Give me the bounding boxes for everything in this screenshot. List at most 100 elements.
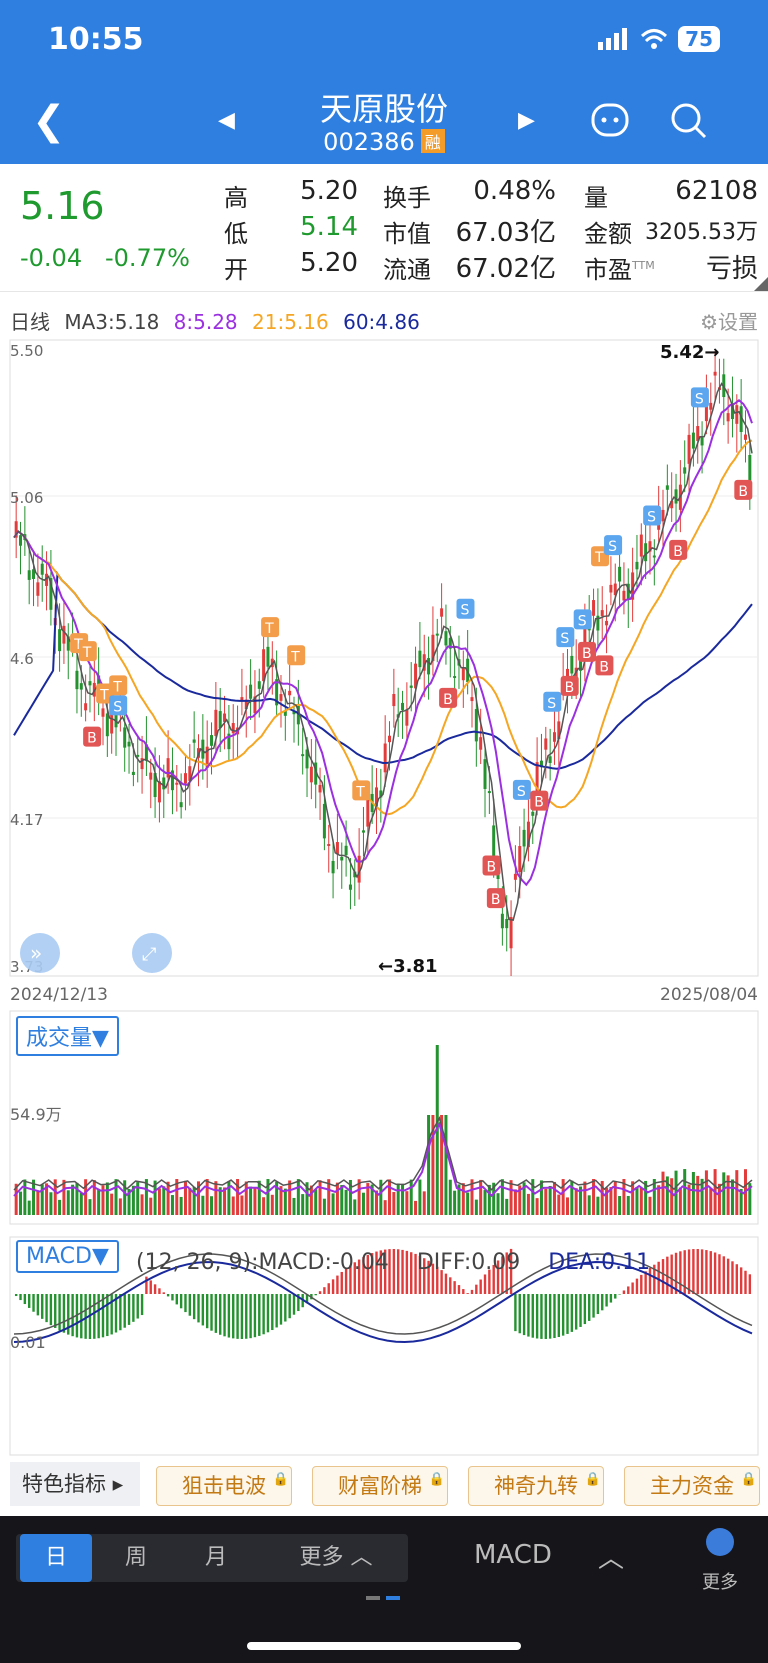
- signal-marker-label: B: [599, 659, 609, 675]
- volume-bar: [505, 1198, 509, 1215]
- macd-bar: [470, 1289, 474, 1294]
- next-stock-button[interactable]: ▶: [518, 108, 535, 133]
- tab-day[interactable]: 日: [20, 1534, 92, 1582]
- macd-bar: [553, 1294, 556, 1339]
- candle: [301, 754, 305, 757]
- tab-month[interactable]: 月: [204, 1545, 227, 1570]
- volume-bar: [388, 1179, 392, 1215]
- lock-icon: 🔒: [584, 1472, 601, 1487]
- feature-sniper-wave[interactable]: 狙击电波 🔒: [156, 1466, 292, 1506]
- tab-week[interactable]: 周: [124, 1545, 147, 1570]
- volume-bar: [136, 1182, 140, 1215]
- settings-label: 设置: [718, 310, 758, 334]
- price-change: -0.04 -0.77%: [20, 244, 190, 272]
- volume-bar: [639, 1187, 643, 1215]
- volume-bar: [570, 1180, 574, 1215]
- macd-bar: [631, 1282, 634, 1294]
- macd-bar: [670, 1254, 673, 1294]
- macd-bar: [583, 1294, 587, 1325]
- volume-bar: [331, 1193, 335, 1215]
- volume-bar: [75, 1182, 79, 1215]
- candle: [318, 784, 322, 793]
- macd-bar: [106, 1294, 109, 1337]
- end-date: 2025/08/04: [660, 985, 758, 1005]
- macd-indicator-select[interactable]: MACD▼: [16, 1240, 119, 1273]
- candle: [223, 713, 227, 722]
- feature-indicators-label[interactable]: 特色指标 ▸: [10, 1462, 140, 1506]
- pe-label-text: 市盈: [584, 256, 632, 284]
- volume-bar: [288, 1180, 292, 1215]
- volume-bar: [500, 1179, 504, 1215]
- back-button[interactable]: ❮: [32, 98, 66, 144]
- volume-bar: [244, 1181, 248, 1215]
- candle: [414, 663, 418, 689]
- volume-y-label: 54.9万: [10, 1105, 62, 1124]
- macd-bar: [622, 1290, 626, 1294]
- volume-bars: [14, 1045, 752, 1215]
- candle: [626, 583, 630, 600]
- macd-bar: [644, 1271, 647, 1294]
- macd-bar: [27, 1294, 31, 1308]
- candle: [292, 710, 296, 715]
- high-value: 5.20: [300, 176, 358, 206]
- candle: [535, 762, 539, 794]
- settings-button[interactable]: ⚙设置: [700, 306, 758, 335]
- volume-bar: [466, 1192, 470, 1215]
- macd-bar: [627, 1286, 630, 1294]
- scroll-start-icon[interactable]: [20, 933, 60, 973]
- candle: [570, 655, 574, 674]
- volume-bar: [110, 1193, 114, 1215]
- feature-main-funds[interactable]: 主力资金 🔒: [624, 1466, 760, 1506]
- signal-marker-label: S: [517, 784, 526, 800]
- feature-magic-nine[interactable]: 神奇九转 🔒: [468, 1466, 604, 1506]
- candle: [379, 790, 383, 798]
- candle: [314, 762, 318, 785]
- stock-code-line: 002386 融: [0, 128, 768, 156]
- volume-bar: [596, 1196, 600, 1215]
- macd-bar: [735, 1264, 739, 1294]
- macd-bar: [214, 1294, 218, 1333]
- prev-stock-button[interactable]: ◀: [218, 108, 235, 133]
- signal-marker: [83, 726, 102, 747]
- volume-indicator-select[interactable]: 成交量▼: [16, 1016, 119, 1056]
- tab-more[interactable]: 更多 ︿: [299, 1545, 373, 1570]
- candle: [596, 615, 600, 631]
- signal-marker-label: S: [608, 539, 617, 555]
- volume-bar: [748, 1183, 752, 1215]
- candle: [431, 634, 435, 662]
- chevron-up-icon[interactable]: ︿: [598, 1544, 625, 1574]
- bottom-toolbar: 日 周 月 更多 ︿ MACD ︿ 更多: [0, 1516, 768, 1663]
- candle: [474, 709, 478, 742]
- signal-marker-label: B: [673, 544, 683, 560]
- macd-bar: [210, 1294, 213, 1331]
- volume-bar: [253, 1188, 257, 1215]
- candle: [687, 434, 691, 464]
- search-icon[interactable]: [668, 100, 708, 140]
- macd-bar: [119, 1294, 122, 1331]
- more-label[interactable]: 更多: [702, 1572, 738, 1593]
- feature-wealth-ladder[interactable]: 财富阶梯 🔒: [312, 1466, 448, 1506]
- volume-panel: 54.9万 成交量▼: [0, 1010, 768, 1225]
- macd-bar: [505, 1252, 508, 1294]
- candle: [600, 610, 604, 617]
- fullscreen-icon[interactable]: [132, 933, 172, 973]
- expand-corner-icon[interactable]: [754, 277, 768, 291]
- macd-bar: [475, 1284, 478, 1294]
- high-label: 高: [224, 184, 248, 212]
- more-icon[interactable]: [706, 1528, 734, 1556]
- macd-bar: [23, 1294, 27, 1305]
- volume-bar: [479, 1179, 483, 1215]
- macd-bar: [648, 1267, 652, 1294]
- volume-bar: [444, 1115, 448, 1215]
- candle: [32, 569, 36, 579]
- candle: [483, 759, 487, 789]
- macd-bar: [149, 1280, 152, 1294]
- candle: [214, 709, 218, 737]
- indicator-selector[interactable]: MACD: [474, 1540, 552, 1570]
- volume-bar: [266, 1179, 270, 1215]
- chat-icon[interactable]: [590, 100, 630, 140]
- candle: [709, 402, 713, 410]
- macd-bar: [700, 1249, 704, 1294]
- volume-bar: [340, 1185, 344, 1215]
